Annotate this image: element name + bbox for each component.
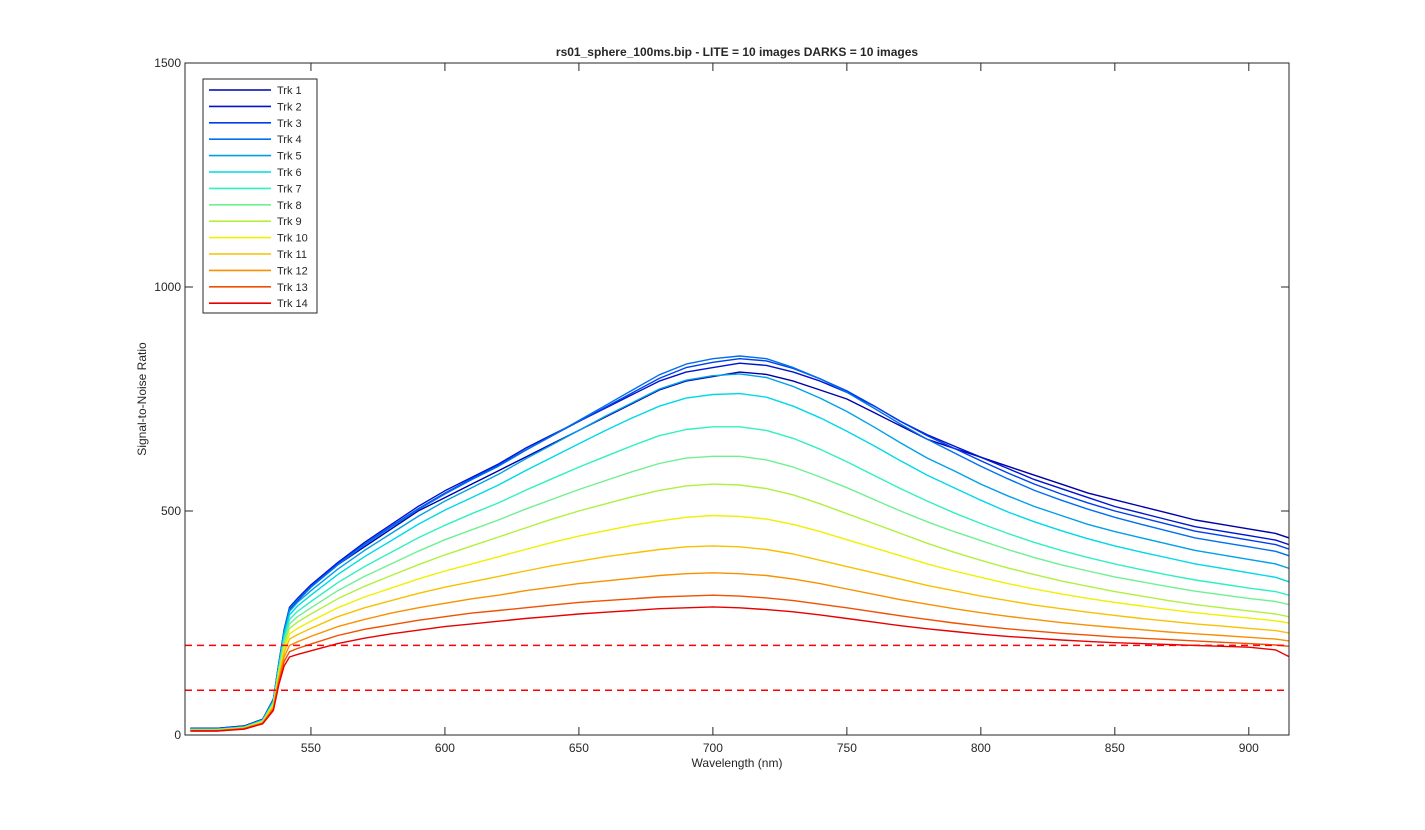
plot-area-background xyxy=(185,63,1289,735)
chart-title: rs01_sphere_100ms.bip - LITE = 10 images… xyxy=(556,45,919,59)
legend-label-trk-13: Trk 13 xyxy=(277,282,308,294)
x-tick-label: 800 xyxy=(971,741,991,755)
legend-label-trk-12: Trk 12 xyxy=(277,265,308,277)
legend-label-trk-8: Trk 8 xyxy=(277,200,302,212)
x-tick-label: 750 xyxy=(837,741,857,755)
series-layer xyxy=(190,355,1289,732)
axis-ticks: 550 600 650 700 750 800 850 900 0 500 1000 1500 xyxy=(154,56,1289,755)
series-line-trk-9 xyxy=(190,483,1289,731)
series-line-trk-14 xyxy=(190,606,1289,732)
y-tick-label: 0 xyxy=(174,728,181,742)
legend-label-trk-7: Trk 7 xyxy=(277,183,302,195)
x-tick-label: 900 xyxy=(1239,741,1259,755)
series-line-trk-8 xyxy=(190,455,1289,731)
y-axis-label: Signal-to-Noise Ratio xyxy=(135,342,149,456)
series-line-trk-13 xyxy=(190,594,1289,732)
x-tick-label: 850 xyxy=(1105,741,1125,755)
legend-label-trk-2: Trk 2 xyxy=(277,101,302,113)
legend-label-trk-3: Trk 3 xyxy=(277,118,302,130)
series-line-trk-6 xyxy=(190,392,1289,730)
y-tick-label: 1500 xyxy=(154,56,181,70)
legend-label-trk-14: Trk 14 xyxy=(277,298,308,310)
plot-frame xyxy=(184,62,1290,736)
legend-label-trk-1: Trk 1 xyxy=(277,85,302,97)
series-line-trk-10 xyxy=(190,514,1289,731)
legend-label-trk-10: Trk 10 xyxy=(277,233,308,245)
series-line-trk-12 xyxy=(190,572,1289,732)
x-tick-label: 700 xyxy=(703,741,723,755)
x-tick-label: 600 xyxy=(435,741,455,755)
legend-box xyxy=(202,78,318,314)
legend-label-trk-6: Trk 6 xyxy=(277,167,302,179)
series-line-trk-5 xyxy=(190,373,1289,730)
legend-label-trk-4: Trk 4 xyxy=(277,134,302,146)
x-axis-label: Wavelength (nm) xyxy=(692,756,783,770)
legend-label-trk-11: Trk 11 xyxy=(277,249,307,261)
series-line-trk-11 xyxy=(190,545,1289,732)
x-tick-label: 550 xyxy=(301,741,321,755)
y-tick-label: 1000 xyxy=(154,280,181,294)
series-line-trk-2 xyxy=(190,362,1289,729)
series-line-trk-7 xyxy=(190,426,1289,731)
x-tick-label: 650 xyxy=(569,741,589,755)
reference-lines xyxy=(185,644,1289,691)
legend: Trk 1 Trk 2 Trk 3 Trk 4 Trk 5 Trk 6 Trk 7 Trk 8… xyxy=(202,78,318,314)
legend-label-trk-5: Trk 5 xyxy=(277,151,302,163)
series-line-trk-4 xyxy=(190,355,1289,730)
legend-label-trk-9: Trk 9 xyxy=(277,216,302,228)
y-tick-label: 500 xyxy=(161,504,181,518)
